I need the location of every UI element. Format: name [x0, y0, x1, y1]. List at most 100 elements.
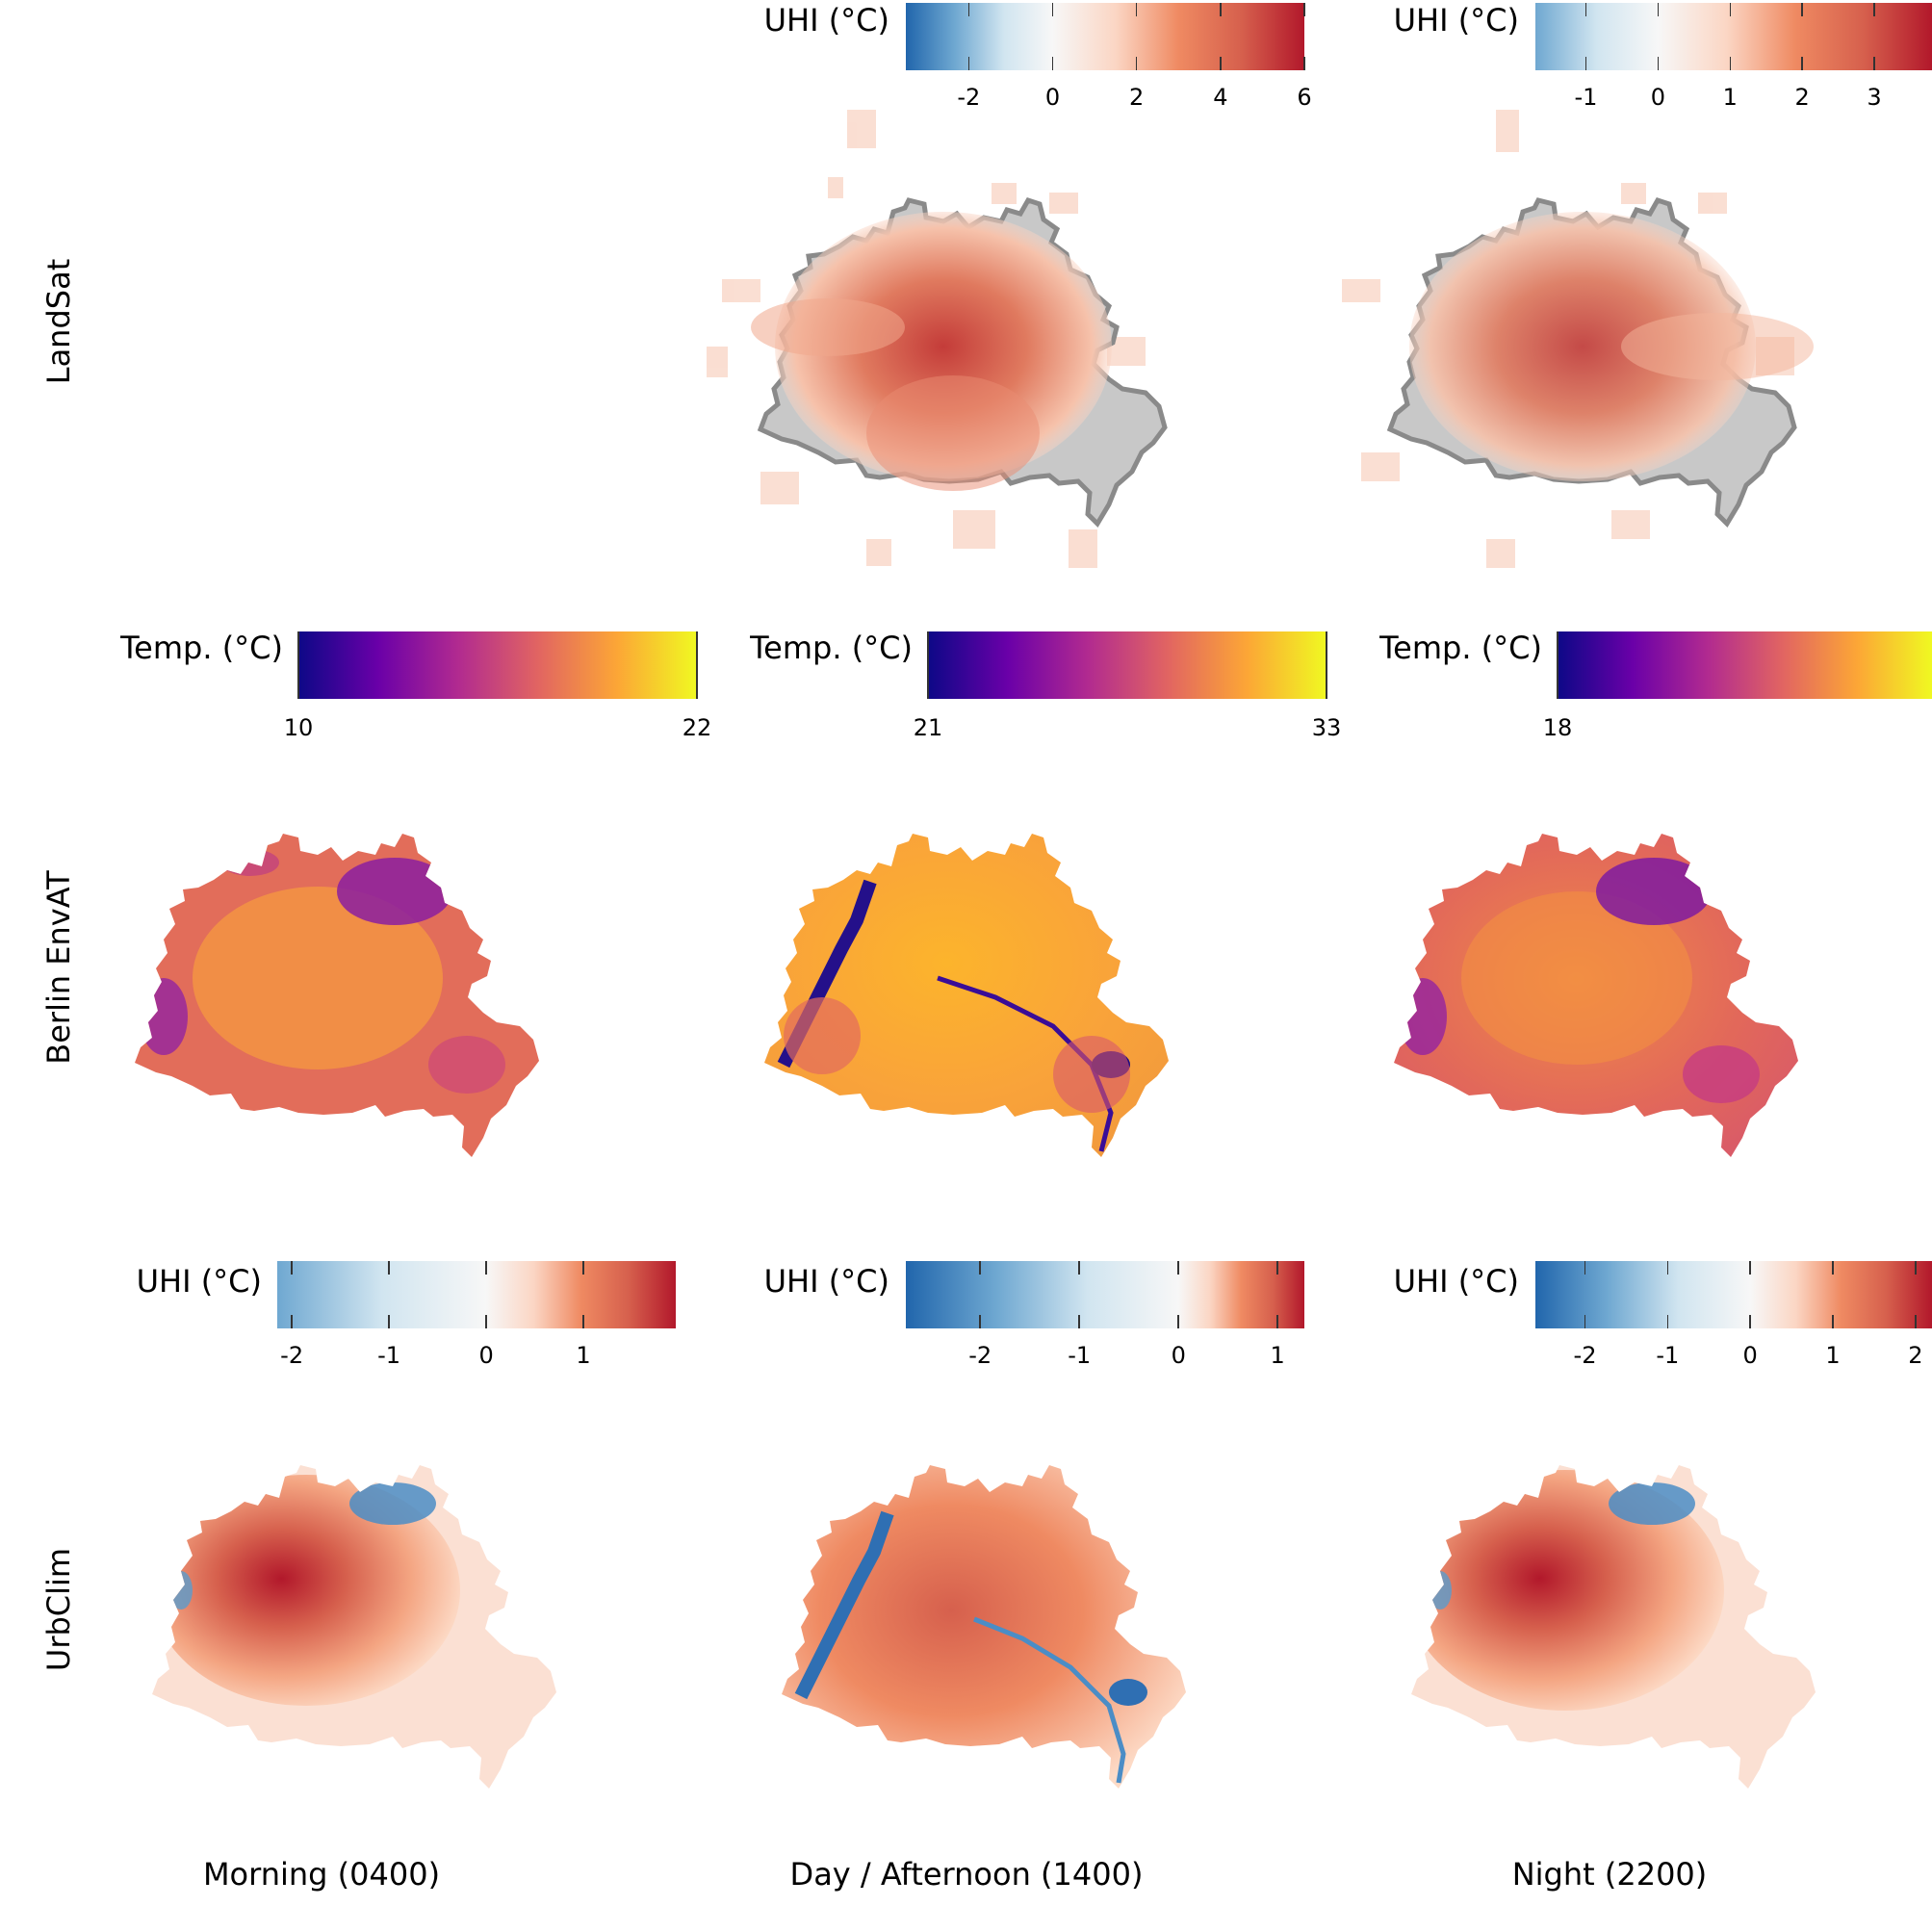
- colorbar-tick: [1051, 3, 1054, 16]
- colorbar-tick-label: 2: [1794, 84, 1810, 111]
- envat-morning-forest-ne: [337, 858, 452, 925]
- envat-day-forest-grunewald: [784, 997, 861, 1074]
- colorbar-tick: [1749, 1315, 1751, 1328]
- urbclim-day-river-havel: [794, 1510, 894, 1700]
- colorbar-tick-label: 2: [1129, 84, 1145, 111]
- colorbar-urbclim-morning: [277, 1261, 676, 1328]
- colorbar-title-envat-morning: Temp. (°C): [120, 630, 283, 666]
- colorbar-tick: [1584, 1315, 1586, 1328]
- colorbar-tick: [1749, 1261, 1751, 1275]
- colorbar-tick: [1801, 3, 1803, 16]
- colorbar-landsat-day: [906, 3, 1304, 70]
- colorbar-tick: [1135, 3, 1138, 16]
- colorbar-tick: [1276, 1261, 1278, 1275]
- colorbar-tick: [927, 631, 929, 699]
- map-envat-morning: [135, 834, 539, 1157]
- envat-night-forest-ne: [1596, 858, 1712, 925]
- colorbar-envat-night: [1558, 631, 1932, 699]
- map-landsat-night: [1342, 110, 1814, 568]
- colorbar-tick: [1078, 1315, 1080, 1328]
- landsat-day-plume-south: [866, 375, 1040, 491]
- urbclim-morning-hotcore: [152, 1475, 460, 1706]
- urbclim-day-river-spree: [973, 1616, 1126, 1784]
- colorbar-tick: [1276, 1315, 1278, 1328]
- colorbar-tick: [979, 1315, 981, 1328]
- colorbar-tick: [1666, 1261, 1669, 1275]
- colorbar-tick: [1657, 3, 1660, 16]
- colorbar-tick-label: -2: [1573, 1342, 1597, 1369]
- map-landsat-day: [707, 110, 1242, 568]
- colorbar-tick: [1220, 3, 1222, 16]
- colorbar-tick-label: 0: [1742, 1342, 1758, 1369]
- colorbar-envat-day: [928, 631, 1327, 699]
- colorbar-tick: [696, 631, 698, 699]
- colorbar-tick: [1915, 1261, 1917, 1275]
- colorbar-tick: [1135, 57, 1138, 70]
- map-envat-night: [1394, 834, 1798, 1157]
- colorbar-tick: [1078, 1261, 1080, 1275]
- colorbar-tick: [388, 1315, 390, 1328]
- colorbar-title-urbclim-day: UHI (°C): [763, 1263, 889, 1300]
- colorbar-tick: [582, 1315, 584, 1328]
- colorbar-tick: [485, 1261, 487, 1275]
- colorbar-urbclim-day: [906, 1261, 1304, 1328]
- colorbar-title-landsat-day: UHI (°C): [763, 2, 889, 39]
- colorbar-tick: [1657, 57, 1660, 70]
- colorbar-tick: [485, 1315, 487, 1328]
- colorbar-tick-label: 0: [1171, 1342, 1186, 1369]
- urbclim-morning-cool-ne: [349, 1482, 436, 1525]
- colorbar-tick: [1915, 1315, 1917, 1328]
- landsat-night-hotspot: [1409, 212, 1756, 481]
- envat-night-core: [1461, 891, 1692, 1065]
- colorbar-tick: [967, 3, 970, 16]
- envat-night-forest-se: [1683, 1045, 1760, 1103]
- colorbar-tick: [291, 1261, 293, 1275]
- colorbar-tick-label: 6: [1297, 84, 1312, 111]
- colorbar-tick: [1873, 57, 1875, 70]
- urbclim-night-cool-w: [1429, 1571, 1452, 1610]
- colorbar-tick-label: 1: [1825, 1342, 1841, 1369]
- colorbar-tick: [1557, 631, 1558, 699]
- colorbar-tick-label: 1: [1722, 84, 1738, 111]
- colorbar-tick-label: -1: [1068, 1342, 1092, 1369]
- landsat-scatter-pixels: [707, 110, 1146, 568]
- landsat-night-plume-east: [1621, 313, 1814, 380]
- map-urbclim-night: [1411, 1465, 1816, 1789]
- colorbar-tick: [1584, 3, 1587, 16]
- colorbar-tick: [1177, 1315, 1179, 1328]
- colorbar-tick-label: 0: [1650, 84, 1665, 111]
- colorbar-tick: [1051, 57, 1054, 70]
- map-urbclim-morning: [152, 1465, 556, 1789]
- colorbar-tick: [1303, 3, 1305, 16]
- colorbar-urbclim-night: [1535, 1261, 1932, 1328]
- envat-morning-forest-se: [428, 1036, 505, 1094]
- colorbar-tick-label: 1: [1270, 1342, 1285, 1369]
- urbclim-night-cool-ne: [1609, 1482, 1695, 1525]
- colorbar-tick: [582, 1261, 584, 1275]
- colorbar-title-envat-night: Temp. (°C): [1379, 630, 1542, 666]
- colorbar-tick: [1832, 1315, 1834, 1328]
- colorbar-landsat-night: [1535, 3, 1932, 70]
- colorbar-tick-label: 1: [576, 1342, 591, 1369]
- colorbar-tick: [388, 1261, 390, 1275]
- colorbar-tick: [291, 1315, 293, 1328]
- colorbar-title-urbclim-morning: UHI (°C): [136, 1263, 262, 1300]
- colorbar-tick-label: -1: [1656, 1342, 1680, 1369]
- envat-day-forest-se: [1053, 1036, 1130, 1113]
- row-label-landsat: LandSat: [40, 258, 77, 385]
- row-label-envat: Berlin EnvAT: [40, 870, 77, 1065]
- colorbar-title-envat-day: Temp. (°C): [750, 630, 913, 666]
- colorbar-tick: [1326, 631, 1327, 699]
- urbclim-night-hotcore: [1411, 1470, 1724, 1711]
- colorbar-tick-label: 22: [682, 714, 712, 741]
- col-label-night: Night (2200): [1511, 1856, 1708, 1893]
- envat-night-forest-w: [1399, 978, 1447, 1055]
- landsat-day-plume-west: [751, 298, 905, 356]
- map-envat-day: [764, 834, 1169, 1157]
- colorbar-tick-label: -1: [1574, 84, 1598, 111]
- colorbar-tick: [967, 57, 970, 70]
- colorbar-title-urbclim-night: UHI (°C): [1393, 1263, 1519, 1300]
- colorbar-tick: [1832, 1261, 1834, 1275]
- colorbar-tick: [1584, 57, 1587, 70]
- colorbar-tick: [1801, 57, 1803, 70]
